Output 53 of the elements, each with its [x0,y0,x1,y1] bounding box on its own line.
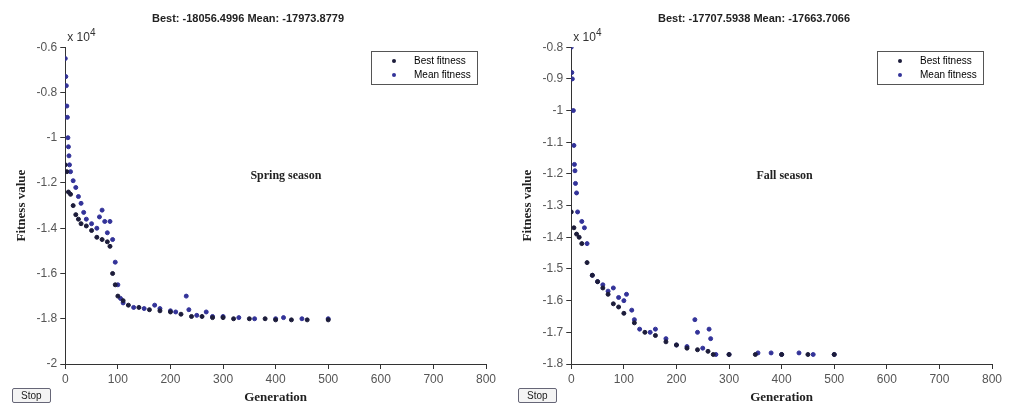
x-tick-label: 700 [929,371,950,386]
legend-label: Mean fitness [920,68,977,83]
chart-title: Best: -18056.4996 Mean: -17973.8779 [151,11,345,24]
x-tick-label: 0 [567,371,575,386]
x-tick-label: 500 [318,371,339,386]
annotation: Spring season [250,167,322,183]
text: x 10$^{4}$ [573,27,602,45]
x-tick-label: 800 [475,371,497,386]
x-tick-label: 200 [160,371,181,386]
y-tick-label: -1 [552,102,564,117]
y-tick-label: -1.8 [36,311,58,326]
x-tick-label: 700 [423,371,444,386]
legend-label: Best fitness [920,54,972,69]
y-axis-title: Fitness value [519,169,535,242]
y-tick-label: -2 [46,356,58,371]
x-tick-label: 300 [213,371,234,386]
annotation: Fall season [756,167,813,183]
stop-button: Stop [12,388,51,403]
x-axis-title: Generation [750,388,814,404]
x-tick-label: 100 [613,371,635,386]
y-tick-label: -0.8 [542,39,564,54]
y-tick-label: -1.4 [542,229,564,244]
x-tick-label: 500 [824,371,845,386]
x-tick-label: 400 [265,371,286,386]
x-tick-label: 200 [666,371,687,386]
x-tick-label: 100 [107,371,129,386]
x-tick-label: 300 [719,371,740,386]
y-axis-title: Fitness value [13,169,29,242]
x-tick-label: 400 [771,371,792,386]
x-tick-label: 600 [370,371,392,386]
y-tick-label: -1.6 [542,292,564,307]
y-tick-label: -0.9 [542,71,564,86]
y-tick-label: -1.4 [36,220,58,235]
y-tick-label: -1 [46,130,58,145]
x-tick-label: 800 [981,371,1003,386]
text: x 10$^{4}$ [67,27,96,45]
y-tick-label: -1.3 [542,197,564,212]
stop-button: Stop [518,388,557,403]
y-tick-label: -1.2 [36,175,58,190]
y-tick-label: -1.2 [542,166,564,181]
x-axis-title: Generation [244,388,308,404]
legend-label: Best fitness [414,54,466,69]
y-tick-label: -1.1 [542,134,564,149]
x-tick-label: 0 [61,371,69,386]
y-tick-label: -0.6 [36,39,58,54]
legend-label: Mean fitness [414,68,471,83]
y-tick-label: -0.8 [36,84,58,99]
chart-title: Best: -17707.5938 Mean: -17663.7066 [657,11,851,24]
x-tick-label: 600 [876,371,898,386]
y-tick-label: -1.7 [542,324,564,339]
y-tick-label: -1.5 [542,261,564,276]
y-tick-label: -1.6 [36,265,58,280]
y-tick-label: -1.8 [542,356,564,371]
